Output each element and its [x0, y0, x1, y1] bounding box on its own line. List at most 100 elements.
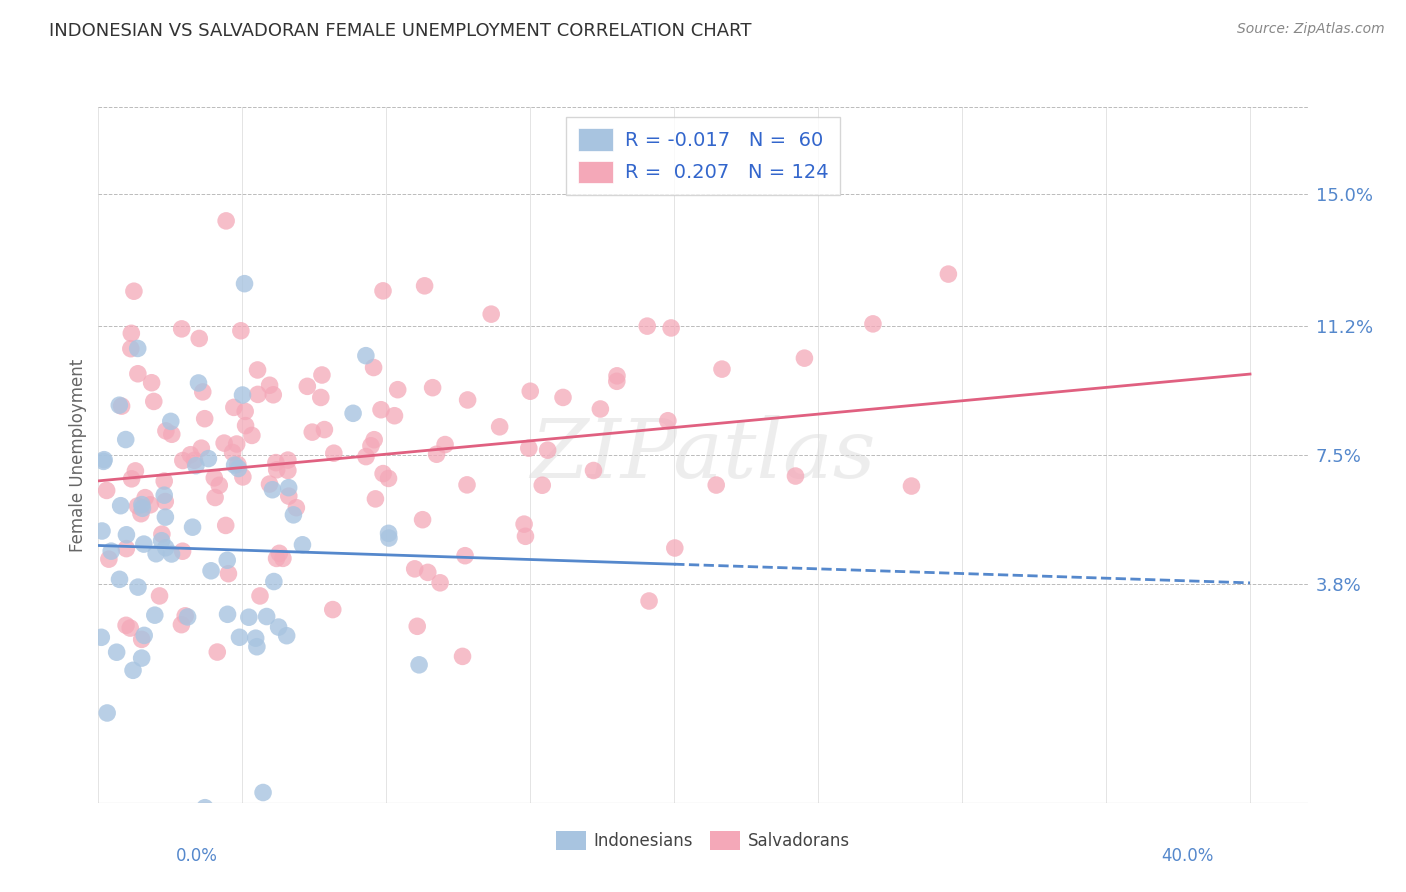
Point — [271, 551, 294, 566]
Point — [110, 399, 132, 413]
Text: 40.0%: 40.0% — [1161, 847, 1213, 865]
Point — [170, 617, 193, 632]
Point — [434, 437, 457, 451]
Point — [517, 441, 540, 455]
Point — [108, 572, 131, 586]
Point — [301, 425, 323, 439]
Point — [194, 801, 217, 815]
Point — [531, 478, 554, 492]
Point — [259, 477, 281, 491]
Point — [105, 645, 128, 659]
Point — [134, 491, 156, 505]
Point — [115, 541, 138, 556]
Point — [277, 489, 299, 503]
Point — [793, 351, 815, 366]
Point — [127, 342, 149, 356]
Point — [387, 383, 409, 397]
Point — [131, 632, 153, 647]
Point — [412, 513, 434, 527]
Point — [184, 458, 207, 473]
Point — [96, 483, 118, 498]
Point — [551, 391, 574, 405]
Point — [131, 501, 153, 516]
Point — [110, 499, 132, 513]
Point — [354, 450, 377, 464]
Point — [134, 628, 156, 642]
Point — [155, 541, 177, 555]
Point — [363, 433, 385, 447]
Point — [235, 418, 257, 433]
Point — [145, 547, 167, 561]
Point — [262, 388, 284, 402]
Point — [416, 566, 439, 580]
Point — [277, 463, 299, 477]
Point — [260, 807, 283, 822]
Point — [606, 374, 628, 388]
Point — [115, 528, 138, 542]
Point — [426, 447, 449, 461]
Point — [202, 471, 225, 485]
Point — [537, 443, 560, 458]
Point — [785, 469, 807, 483]
Point — [188, 331, 211, 345]
Point — [233, 404, 256, 418]
Point — [297, 379, 319, 393]
Point — [457, 392, 479, 407]
Point — [589, 402, 612, 417]
Point — [127, 367, 149, 381]
Point — [384, 409, 406, 423]
Point — [197, 451, 219, 466]
Point — [122, 663, 145, 677]
Point — [229, 324, 252, 338]
Point — [183, 453, 205, 467]
Point — [246, 640, 269, 654]
Point — [451, 649, 474, 664]
Point — [190, 441, 212, 455]
Point — [266, 463, 288, 477]
Point — [638, 594, 661, 608]
Point — [96, 706, 118, 720]
Point — [256, 609, 278, 624]
Point — [115, 618, 138, 632]
Point — [217, 566, 239, 581]
Point — [664, 541, 686, 555]
Point — [174, 608, 197, 623]
Point — [191, 384, 214, 399]
Point — [479, 307, 502, 321]
Point — [245, 631, 267, 645]
Point — [153, 488, 176, 502]
Point — [515, 529, 537, 543]
Point — [406, 619, 429, 633]
Point — [264, 456, 287, 470]
Point — [181, 520, 204, 534]
Point — [429, 575, 451, 590]
Point — [513, 517, 536, 532]
Point — [207, 645, 229, 659]
Point — [377, 526, 399, 541]
Point — [129, 507, 152, 521]
Point — [404, 562, 426, 576]
Point — [153, 474, 176, 488]
Point — [377, 471, 399, 485]
Point — [217, 553, 239, 567]
Point — [226, 458, 249, 472]
Point — [120, 621, 142, 635]
Point — [519, 384, 541, 399]
Point — [160, 427, 183, 442]
Point — [172, 453, 194, 467]
Point — [267, 620, 290, 634]
Point — [155, 494, 177, 508]
Point — [217, 607, 239, 622]
Point — [704, 478, 727, 492]
Point — [127, 499, 149, 513]
Point — [232, 470, 254, 484]
Y-axis label: Female Unemployment: Female Unemployment — [69, 359, 87, 551]
Point — [322, 602, 344, 616]
Point — [215, 518, 238, 533]
Point — [179, 448, 201, 462]
Point — [93, 454, 115, 468]
Point — [114, 433, 136, 447]
Point — [172, 544, 194, 558]
Point — [246, 387, 269, 401]
Point — [200, 564, 222, 578]
